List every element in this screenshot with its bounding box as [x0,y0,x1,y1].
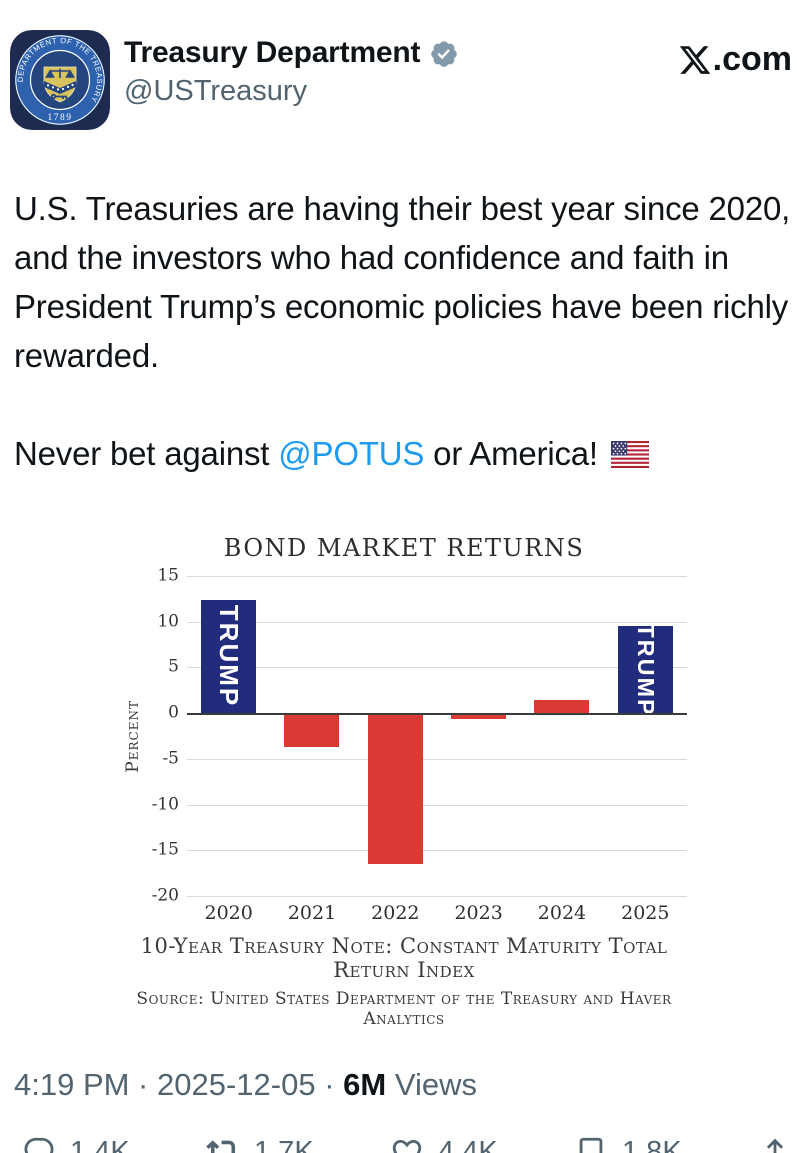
gridline [187,804,687,806]
treasury-seal-avatar[interactable]: THE DEPARTMENT OF THE TREASURY 1789 [10,30,110,130]
y-tick-label: 10 [157,611,179,632]
header-text: Treasury Department @USTreasury [124,30,678,108]
y-tick-label: -5 [162,748,179,769]
bar-2023 [451,713,507,719]
timestamp-views: 4:19 PM · 2025-12-05 · 6M Views [14,1067,792,1103]
mention-potus[interactable]: @POTUS [278,435,425,472]
y-axis-ticks: 15 10 5 0 -5 -10 -15 -20 [145,566,187,906]
y-tick-label: -20 [151,885,179,906]
x-tick-label: 2022 [371,902,420,924]
bar-column-2024 [520,576,603,896]
zero-axis-line [187,713,687,716]
tweet-paragraph-2: Never bet against @POTUS or America! [14,429,792,478]
x-tick-label: 2024 [537,902,587,924]
x-tick-label: 2023 [454,902,503,924]
x-axis-ticks: 2020 2021 2022 2023 2024 2025 [187,902,687,924]
heart-icon [392,1139,422,1153]
x-tick-label: 2025 [621,902,670,924]
x-tick-label: 2021 [287,902,337,924]
bar-label-2025: TRUMP [632,623,659,717]
gridline [187,667,687,669]
gridline [187,850,687,852]
repost-button[interactable]: 1.7K [206,1135,314,1153]
bar-2021 [284,713,340,747]
tweet-header: THE DEPARTMENT OF THE TREASURY 1789 [0,0,808,130]
views-count: 6M [343,1067,387,1102]
verified-badge-icon [431,41,458,67]
chart-caption: 10-Year Treasury Note: Constant Maturity… [140,934,668,982]
bar-column-2020: TRUMP [187,576,270,896]
views-label: Views [394,1067,477,1102]
p2-prefix: Never bet against [14,435,279,472]
chart-body: Percent 15 10 5 0 -5 -10 -15 -20 TRUMP TRUMP [121,566,687,906]
reply-count: 1.4K [70,1135,130,1153]
bar-column-2025: TRUMP [604,576,687,896]
bookmark-button[interactable]: 1.8K [574,1135,682,1153]
handle[interactable]: @USTreasury [124,75,308,107]
y-tick-label: 5 [168,657,179,678]
bar-2025: TRUMP [617,623,673,717]
y-axis-label: Percent [123,699,143,773]
plot-area: TRUMP TRUMP [187,576,687,897]
bookmark-count: 1.8K [622,1135,682,1153]
x-com-watermark: .com [678,30,792,79]
chart-title: BOND MARKET RETURNS [223,534,585,562]
tweet-paragraph-1: U.S. Treasuries are having their best ye… [14,190,791,374]
y-tick-label: 0 [168,702,179,723]
y-axis-label-column: Percent [121,576,145,896]
y-tick-label: -15 [151,839,179,860]
treasury-seal-icon: THE DEPARTMENT OF THE TREASURY 1789 [10,30,110,130]
tweet-body: U.S. Treasuries are having their best ye… [14,184,792,478]
x-axis-row: 2020 2021 2022 2023 2024 2025 [121,896,687,924]
gridline [187,621,687,623]
x-tick-label: 2020 [204,902,253,924]
time-date: 4:19 PM · 2025-12-05 [14,1067,316,1102]
svg-text:1789: 1789 [48,113,73,123]
bar-2020: TRUMP [201,599,257,714]
like-button[interactable]: 4.4K [390,1135,498,1153]
y-tick-label: 15 [157,565,179,586]
p2-suffix: or America! [424,435,607,472]
reply-icon [24,1137,54,1153]
share-icon [766,1138,784,1153]
like-count: 4.4K [438,1135,498,1153]
gridline [187,576,687,577]
bar-column-2022 [354,576,437,896]
x-logo-icon [679,45,710,74]
bar-label-2020: TRUMP [214,605,245,708]
action-bar: 1.4K 1.7K 4.4K 1.8K [22,1135,792,1153]
bar-2024 [534,700,590,714]
bar-2022 [367,713,423,864]
bar-column-2021 [270,576,353,896]
chart-source: Source: United States Department of the … [136,989,672,1029]
x-com-suffix: .com [712,40,792,78]
display-name[interactable]: Treasury Department [124,36,421,69]
us-flag-icon [610,441,649,468]
repost-count: 1.7K [254,1135,314,1153]
separator-dot: · [324,1067,335,1102]
bars-layer: TRUMP TRUMP [187,576,687,896]
chart-image[interactable]: BOND MARKET RETURNS Percent 15 10 5 0 -5 -10 -… [121,534,687,1029]
gridline [187,896,687,897]
reply-button[interactable]: 1.4K [22,1135,130,1153]
bookmark-icon [579,1137,603,1153]
y-tick-label: -10 [151,794,179,815]
repost-icon [206,1140,236,1153]
share-button[interactable] [758,1135,792,1153]
bar-column-2023 [437,576,520,896]
gridline [187,758,687,760]
